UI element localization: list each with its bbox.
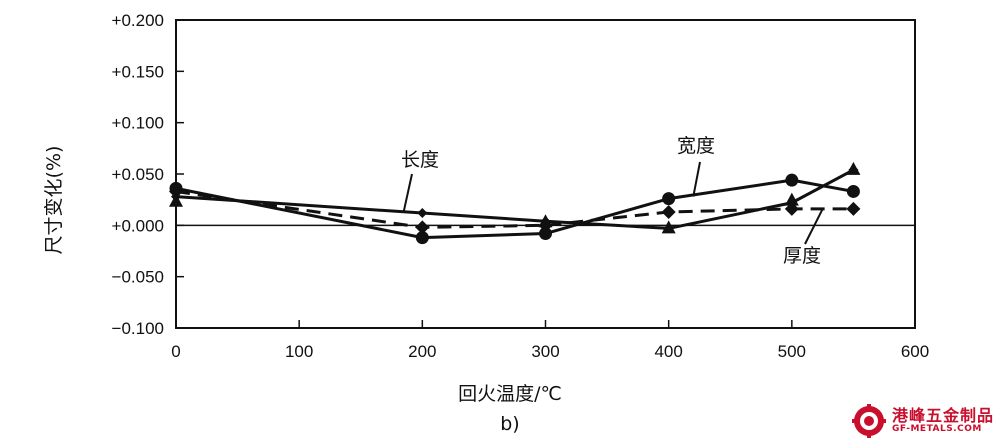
series-line: [175, 189, 854, 229]
y-tick-label: −0.100: [112, 319, 164, 338]
series-group: [169, 161, 861, 234]
y-tick-label: +0.050: [112, 165, 164, 184]
data-point: [539, 227, 552, 241]
gear-logo-icon: [851, 404, 886, 438]
x-axis-title: 回火温度/℃: [458, 383, 562, 405]
data-point: [538, 214, 553, 228]
data-point: [662, 192, 676, 206]
series-group: [171, 164, 859, 234]
watermark-url: GF-METALS.COM: [891, 423, 982, 434]
annotation-leader: [402, 173, 413, 212]
data-point: [846, 184, 860, 198]
data-point: [846, 201, 861, 216]
y-tick-label: +0.150: [112, 62, 164, 81]
series-line: [175, 168, 855, 230]
annotation-label: 长度: [401, 149, 439, 171]
data-point: [784, 192, 799, 206]
annotation-leader: [692, 161, 701, 197]
x-tick-label: 100: [285, 342, 313, 361]
y-tick-label: −0.050: [112, 268, 164, 287]
annotation-label: 宽度: [677, 135, 715, 157]
x-tick-label: 200: [408, 342, 436, 361]
watermark: 港峰五金制品 GF-METALS.COM: [851, 404, 994, 438]
x-tick-label: 600: [901, 342, 929, 361]
series-line: [175, 178, 854, 240]
data-point: [661, 220, 676, 234]
data-point: [415, 231, 429, 245]
y-tick-label: +0.000: [112, 216, 164, 235]
y-tick-label: +0.200: [112, 11, 164, 30]
data-point: [415, 220, 430, 235]
y-axis-title: 尺寸变化(%): [43, 146, 65, 255]
tick-layer: 0 100 200 300 400 500 600 +0.200 +0.150 +0.100 +0.…: [112, 11, 930, 361]
x-tick-label: 500: [778, 342, 806, 361]
data-point: [661, 204, 676, 219]
plot-frame: [175, 19, 916, 329]
x-tick-label: 0: [171, 342, 180, 361]
data-point: [417, 208, 428, 219]
series-layer: [169, 161, 861, 245]
watermark-chinese: 港峰五金制品: [891, 405, 994, 425]
series-group: [169, 184, 861, 235]
figure-caption: b): [500, 413, 519, 435]
data-point: [785, 173, 799, 187]
x-tick-label: 300: [531, 342, 559, 361]
annotation-label: 厚度: [783, 245, 821, 267]
data-point: [846, 161, 861, 175]
annotation-leader: [804, 208, 824, 245]
y-tick-label: +0.100: [112, 114, 164, 133]
x-tick-label: 400: [654, 342, 682, 361]
